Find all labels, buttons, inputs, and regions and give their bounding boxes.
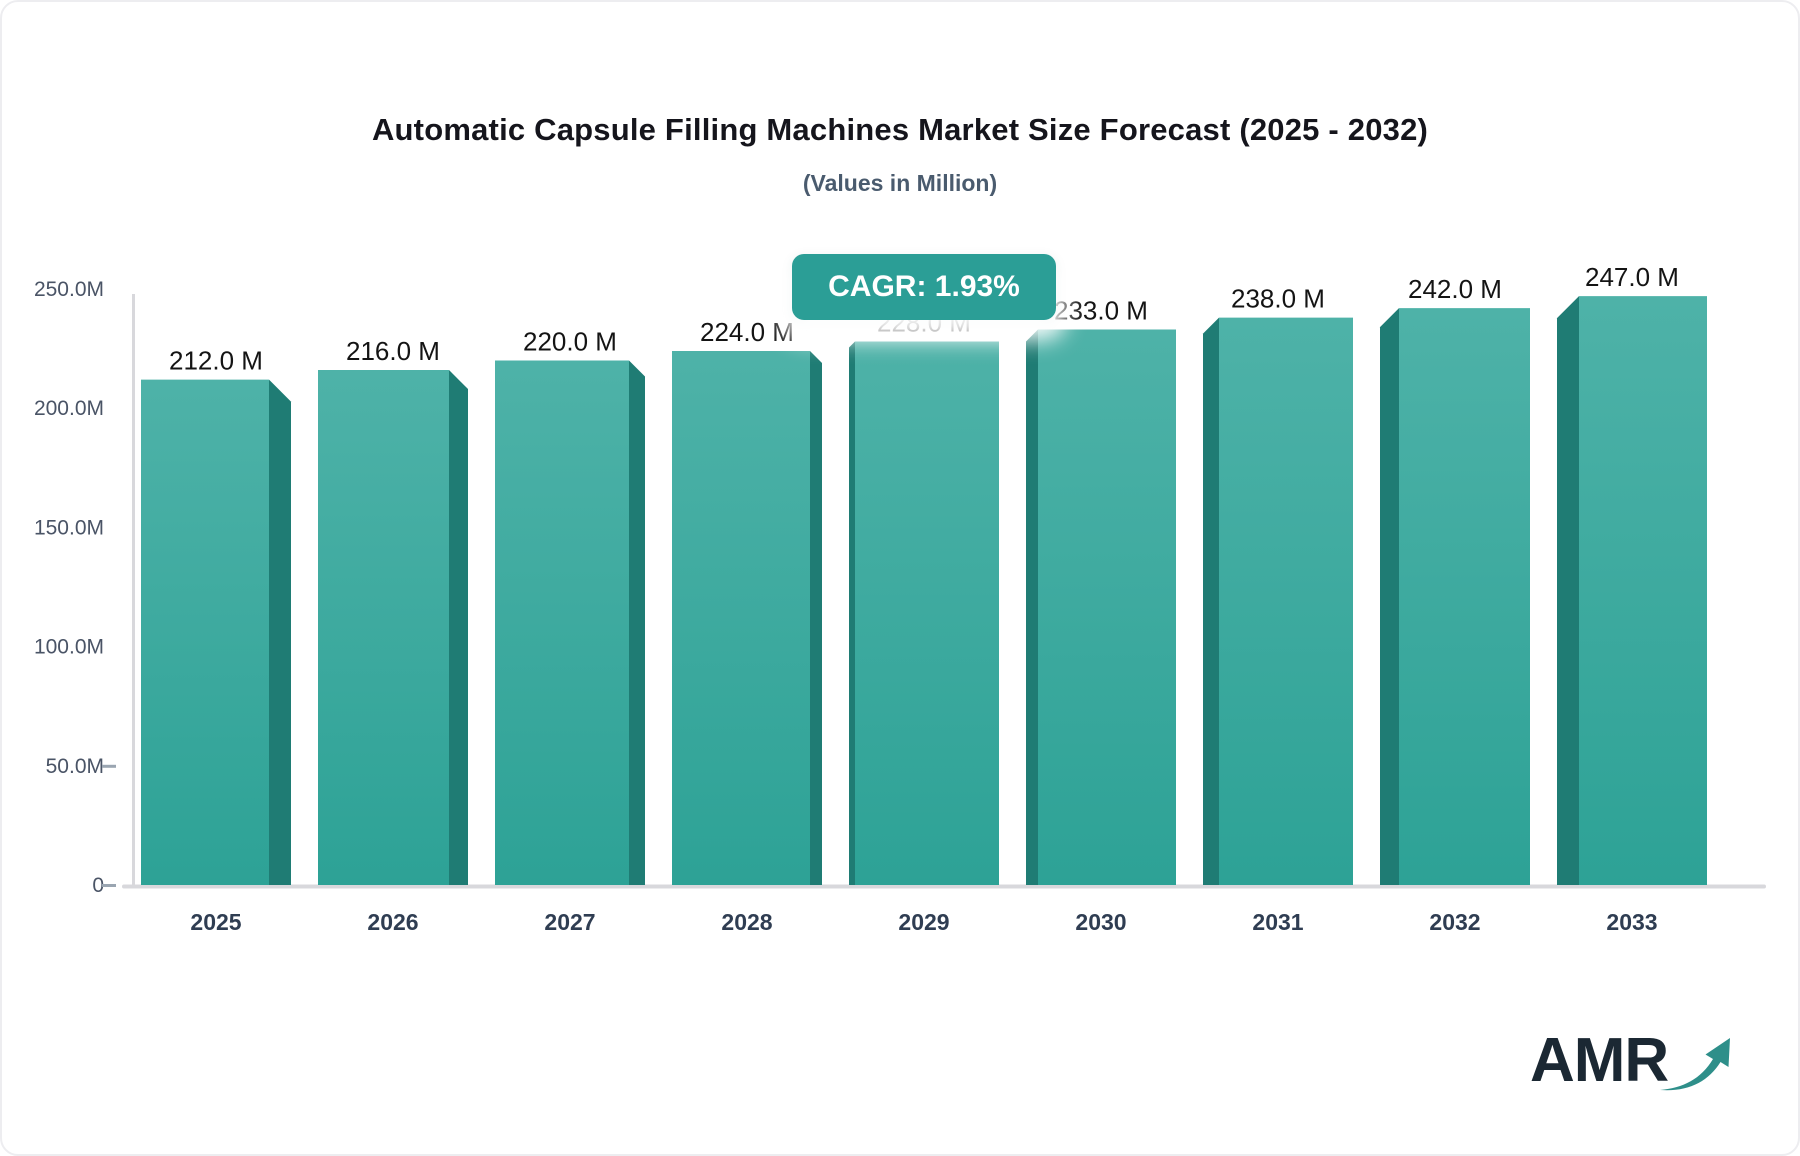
bar-face [672, 350, 810, 885]
y-axis-tick-label: 250.0M [34, 278, 104, 301]
bar-face [1399, 308, 1530, 885]
bar-column-2033 [1557, 296, 1707, 886]
bars-layer [141, 296, 1707, 886]
bar-value-label: 233.0 M [1054, 296, 1148, 326]
cagr-badge: CAGR: 1.93% [792, 254, 1056, 320]
axis-layer: 250.0M 200.0M 150.0M 100.0M 50.0M 0 [34, 278, 1766, 897]
bar-column-2025 [141, 379, 291, 885]
bar-face [1038, 329, 1176, 885]
bar-3d-side [1380, 308, 1399, 885]
x-axis-year-label: 2029 [898, 909, 949, 935]
bar-3d-side [1203, 317, 1219, 885]
bar-value-label: 242.0 M [1408, 274, 1502, 304]
bar-column-2026 [318, 370, 468, 885]
bar-face [1579, 296, 1707, 886]
x-axis-year-label: 2027 [544, 909, 595, 935]
bar-value-label: 247.0 M [1585, 262, 1679, 292]
bar-value-label: 216.0 M [346, 336, 440, 366]
bar-3d-side [1557, 296, 1579, 886]
bar-value-label: 238.0 M [1231, 284, 1325, 314]
bar-value-label: 220.0 M [523, 327, 617, 357]
bar-3d-side [810, 350, 822, 885]
bar-column-2027 [495, 360, 645, 885]
y-axis-tick-label: 50.0M [46, 755, 104, 778]
bar-face [495, 360, 629, 885]
chart-subtitle: (Values in Million) [802, 170, 998, 196]
bar-face [1219, 317, 1353, 885]
bar-3d-side [849, 341, 855, 885]
x-axis-year-label: 2026 [367, 909, 418, 935]
brand-logo: AMR [1530, 1030, 1736, 1094]
y-axis-tick-label: 150.0M [34, 516, 104, 539]
bar-column-2031 [1203, 317, 1353, 885]
bar-face [141, 379, 269, 885]
bar-3d-side [269, 379, 291, 885]
bar-column-2032 [1380, 308, 1530, 885]
brand-name: AMR [1530, 1026, 1669, 1095]
bar-3d-side [1026, 329, 1038, 885]
bar-column-2028 [672, 350, 822, 885]
chart-title: Automatic Capsule Filling Machines Marke… [371, 112, 1429, 147]
growth-arrow-icon [1660, 1038, 1731, 1091]
bar-value-label: 224.0 M [700, 317, 794, 347]
y-axis-tick-label: 100.0M [34, 636, 104, 659]
y-axis-tick-label: 200.0M [34, 397, 104, 420]
x-axis-year-label: 2030 [1075, 909, 1126, 935]
bar-3d-side [449, 370, 468, 885]
x-axis-year-label: 2025 [190, 909, 241, 935]
bar-face [855, 341, 999, 885]
bar-value-label: 212.0 M [169, 346, 263, 376]
x-axis-year-label: 2033 [1606, 909, 1657, 935]
x-axis-year-label: 2031 [1252, 909, 1303, 935]
cagr-badge-label: CAGR: 1.93% [828, 270, 1020, 303]
bar-column-2030 [1026, 329, 1176, 885]
y-axis-tick-label: 0 [92, 874, 104, 897]
bar-3d-side [629, 360, 645, 885]
bar-column-2029 [849, 341, 999, 885]
x-axis-year-label: 2028 [721, 909, 772, 935]
bar-face [318, 370, 449, 885]
x-axis-year-label: 2032 [1429, 909, 1480, 935]
